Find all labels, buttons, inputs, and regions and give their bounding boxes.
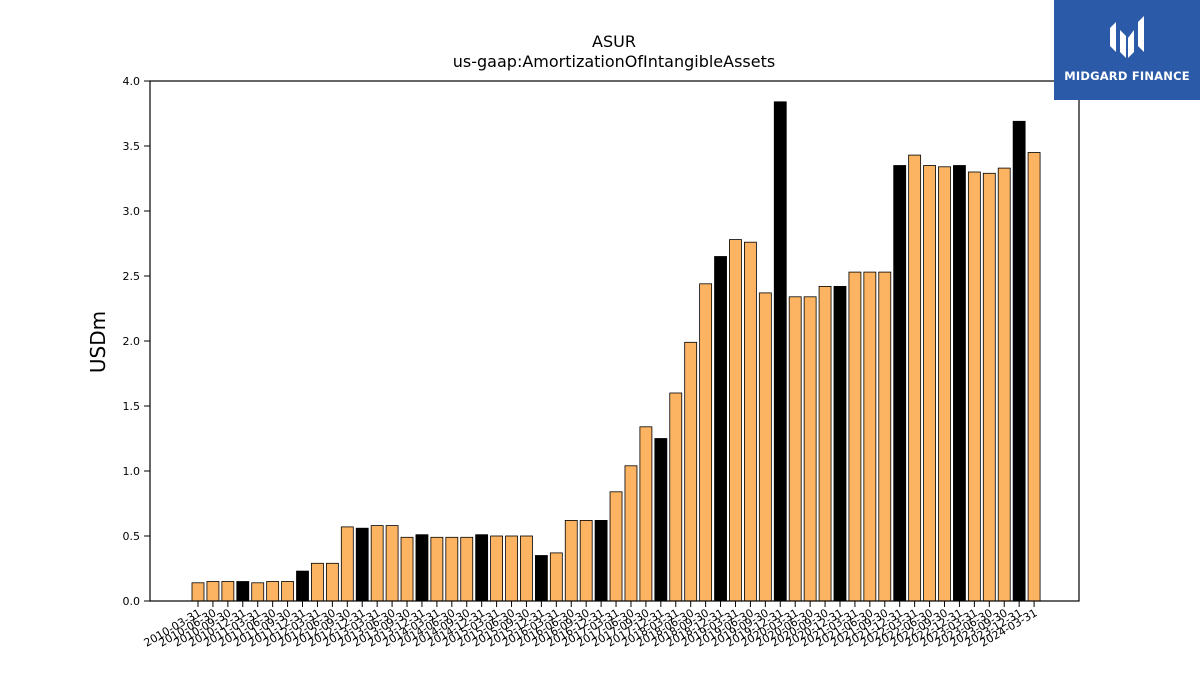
- bar-2011-09-30: [281, 581, 294, 602]
- midgard-logo-icon: [1110, 16, 1144, 58]
- bar-2020-06-30: [803, 296, 817, 602]
- bar-2015-03-31: [490, 535, 504, 602]
- bar-2010-03-31: [191, 582, 205, 602]
- y-tick-label: 1.0: [123, 465, 141, 478]
- bar-2019-12-31: [773, 101, 787, 602]
- bar-2016-06-30: [564, 520, 578, 602]
- bar-2013-12-31: [415, 534, 429, 602]
- bar-2022-06-30: [923, 165, 936, 602]
- y-tick-label: 4.0: [123, 75, 141, 88]
- bar-2023-06-30: [982, 172, 996, 602]
- bar-2014-12-31: [475, 534, 489, 602]
- bar-2019-03-31: [729, 239, 742, 602]
- y-tick-label: 0.0: [123, 595, 141, 608]
- bar-2022-12-31: [953, 165, 966, 602]
- bar-2016-09-30: [579, 520, 593, 602]
- y-tick-label: 1.5: [123, 400, 141, 413]
- bar-2015-12-31: [534, 555, 548, 602]
- bar-2016-03-31: [549, 552, 563, 602]
- y-tick-label: 3.5: [123, 140, 141, 153]
- bar-2023-12-31: [1012, 120, 1026, 602]
- bar-2014-09-30: [460, 536, 474, 602]
- bar-2016-12-31: [594, 520, 608, 602]
- bar-2017-03-31: [609, 491, 623, 602]
- bar-2013-09-30: [400, 536, 414, 602]
- bar-2020-12-31: [833, 285, 847, 602]
- bar-2010-06-30: [206, 581, 220, 602]
- x-axis-ticks: 2010-03-312010-06-302010-09-302010-12-31…: [142, 601, 1040, 650]
- bar-2021-09-30: [878, 271, 892, 602]
- bar-2021-03-31: [848, 271, 862, 602]
- bar-2014-03-31: [430, 536, 444, 602]
- bar-2018-06-30: [684, 341, 698, 602]
- bar-2021-12-31: [893, 165, 907, 602]
- bar-2017-09-30: [639, 426, 653, 602]
- bar-2013-03-31: [370, 525, 384, 602]
- y-tick-label: 2.0: [123, 335, 141, 348]
- bar-2022-03-31: [908, 154, 922, 602]
- y-axis-label: USDm: [86, 311, 110, 373]
- bars-group: [191, 101, 1041, 602]
- chart-subtitle: us-gaap:AmortizationOfIntangibleAssets: [453, 52, 775, 71]
- bar-2018-12-31: [714, 256, 727, 602]
- bar-2012-03-31: [311, 562, 324, 602]
- y-tick-label: 2.5: [123, 270, 141, 283]
- bar-2011-12-31: [296, 570, 309, 602]
- bar-2011-03-31: [251, 582, 265, 602]
- bar-2017-12-31: [654, 438, 668, 602]
- bar-2015-06-30: [505, 535, 518, 602]
- bar-2018-03-31: [669, 392, 683, 602]
- brand-logo: MIDGARD FINANCE: [1054, 0, 1200, 100]
- brand-name: MIDGARD FINANCE: [1064, 69, 1190, 83]
- bar-2015-09-30: [520, 535, 533, 602]
- bar-2018-09-30: [699, 283, 713, 602]
- bar-2010-12-31: [236, 581, 250, 602]
- y-tick-label: 3.0: [123, 205, 141, 218]
- bar-2014-06-30: [445, 536, 459, 602]
- bar-2021-06-30: [863, 271, 877, 602]
- y-tick-label: 0.5: [123, 530, 141, 543]
- bar-2012-12-31: [355, 527, 369, 602]
- bar-2011-06-30: [266, 581, 280, 602]
- bar-2019-09-30: [758, 292, 772, 602]
- plot-frame: [149, 80, 1080, 602]
- bar-2022-09-30: [938, 166, 951, 602]
- bar-2020-03-31: [788, 296, 802, 602]
- bar-2017-06-30: [624, 465, 638, 602]
- bar-2019-06-30: [744, 241, 757, 602]
- bar-2010-09-30: [221, 581, 235, 602]
- bar-2023-03-31: [967, 171, 981, 602]
- bar-2012-06-30: [325, 562, 339, 602]
- bar-2012-09-30: [340, 526, 354, 602]
- y-axis-ticks: 0.0 0.5 1.0 1.5 2.0 2.5 3.0 3.5 4.0: [123, 75, 150, 608]
- bar-2024-03-31: [1027, 152, 1041, 602]
- chart-title: ASUR: [592, 32, 636, 51]
- bar-2020-09-30: [818, 285, 832, 602]
- bar-2013-06-30: [385, 525, 399, 602]
- bar-2023-09-30: [997, 167, 1011, 602]
